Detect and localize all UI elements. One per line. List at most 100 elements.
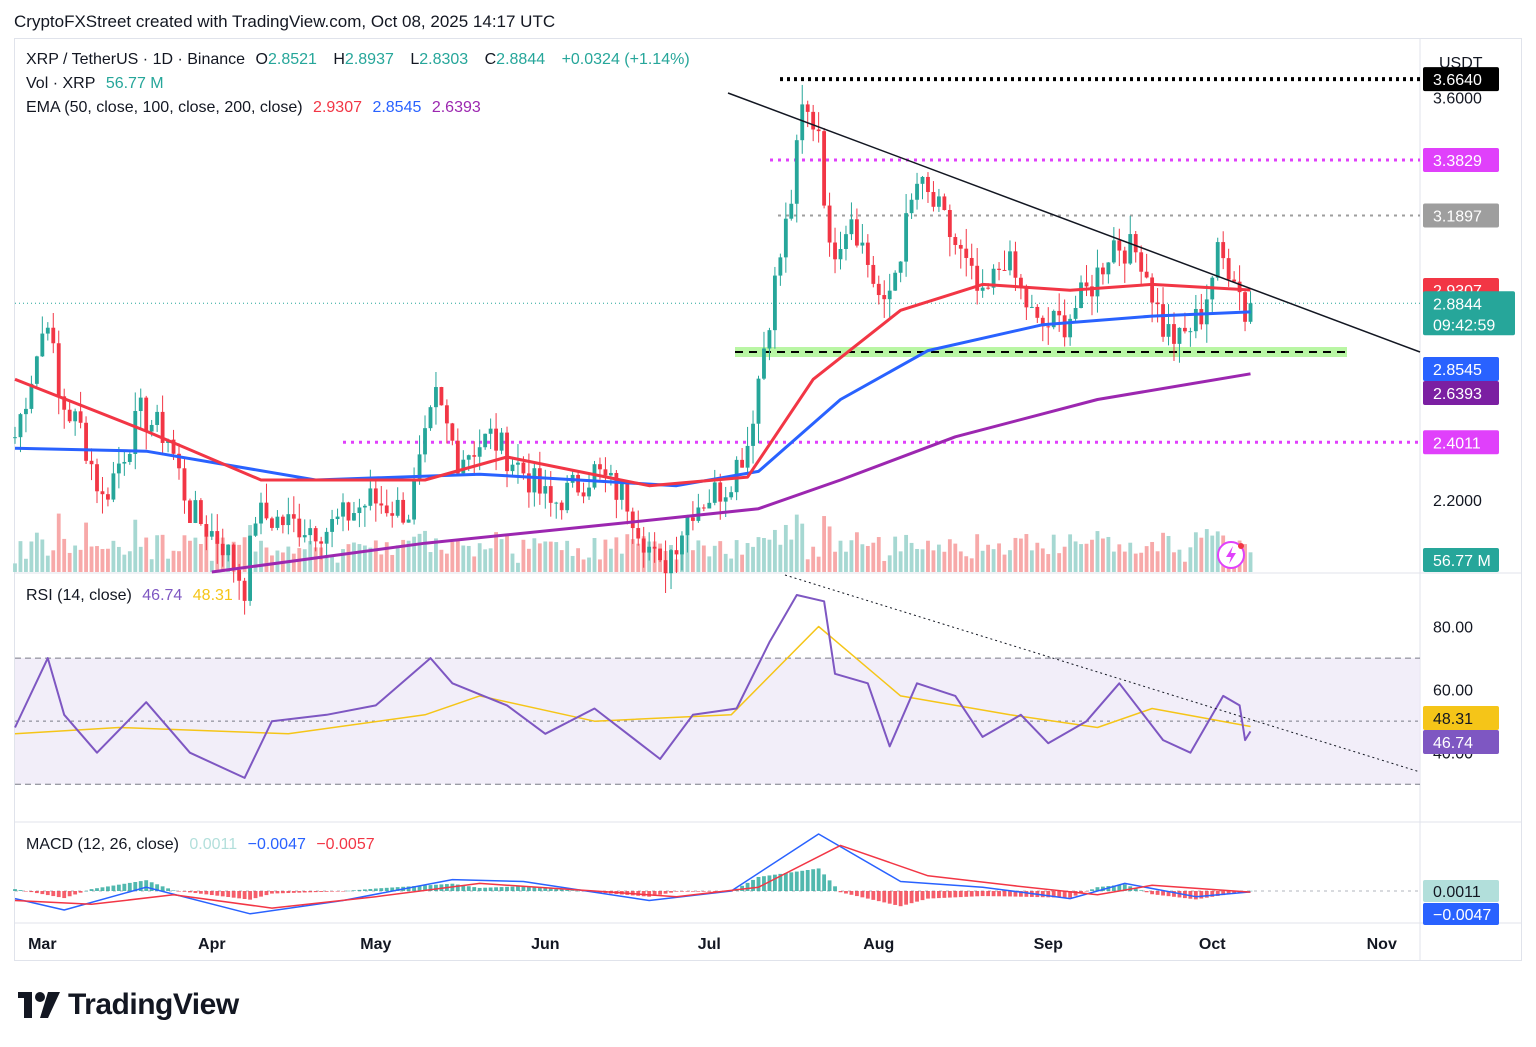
volume-bar [701,545,706,572]
volume-bar [756,537,761,572]
last-price-label: 2.8844 [1433,296,1482,313]
macd-hist-bar [1095,887,1100,891]
macd-hist-bar [100,887,105,891]
rsi-label-bg [1423,730,1499,754]
volume-bar [149,559,154,572]
month-tick: May [360,936,391,953]
volume-bar [78,549,83,572]
macd-hist-bar [149,882,154,891]
candle-body [789,203,794,219]
volume-bar [565,540,570,572]
macd-hist-bar [1111,885,1116,891]
macd-hist-bar [641,891,646,897]
volume-bar [827,526,832,572]
macd-hist-bar [259,891,263,897]
volume-bar [160,534,165,572]
macd-hist-bar [406,886,411,891]
volume-bar [729,558,734,572]
candle-body [1232,279,1237,282]
candle-body [701,507,706,509]
volume-bar [833,551,837,572]
candle-body [1019,277,1023,287]
rsi-label: 46.74 [1433,735,1473,752]
legend-rsi-label: RSI (14, close) [26,587,132,604]
volume-bar [362,545,367,572]
volume-bar [84,522,88,572]
candle-body [652,546,657,549]
macd-hist-bar [116,884,121,891]
macd-hist-bar [663,891,668,894]
macd-hist-bar [237,891,242,899]
macd-hist-bar [198,891,203,894]
candle-body [510,464,515,472]
volume-bar [62,538,67,572]
candle-body [543,486,548,494]
candle-body [871,264,876,284]
candle-body [499,432,504,451]
legend-macd-value: −0.0047 [247,836,306,853]
candle-body [1095,267,1100,297]
candle-body [204,524,209,537]
macd-hist-bar [1046,891,1051,898]
macd-hist-bar [466,886,471,891]
volume-bar [330,555,334,572]
macd-hist-bar [483,887,488,891]
candle-body [226,544,231,556]
macd-hist-bar [576,890,581,892]
trendline-layer [727,92,1421,353]
candle-body [1040,317,1045,327]
volume-bar [67,552,72,572]
volume-bar [127,551,132,572]
volume-bar [521,539,526,572]
volume-bar [570,555,575,572]
candle-body [1150,277,1155,303]
macd-hist-bar [647,891,652,897]
macd-hist-bar [29,891,34,893]
legend-macd-signal: −0.0057 [316,836,375,853]
candle-body [630,511,635,529]
candle-body [111,473,116,500]
macd-hist-bar [346,890,351,892]
candle-body [1215,242,1220,278]
macd-hist-bar [887,891,892,904]
macd-hist-bar [969,891,974,897]
macd-hist-bar [423,885,427,891]
candle-body [477,447,482,457]
volume-bar [559,550,564,572]
macd-hist-bar [78,891,83,893]
candle-body [270,518,274,528]
candle-body [707,502,712,509]
rsi-tick: 60.00 [1433,683,1473,700]
volume-bar [324,555,329,572]
volume-bar [592,538,597,572]
macd-hist-bar [368,888,373,891]
candle-body [838,249,843,260]
legend-volume-label: Vol · XRP [26,75,96,92]
volume-bar [24,558,28,572]
candle-body [526,473,531,493]
tradingview-logo[interactable]: TradingView [18,988,239,1022]
volume-bar [718,541,723,572]
macd-hist-bar [871,891,876,900]
legend-rsi-value: 46.74 [142,587,183,604]
candle-body [1057,310,1062,316]
macd-hist-bar [319,891,324,892]
volume-bar [155,535,160,572]
volume-bar [980,550,985,572]
price-label-bg [1423,357,1499,381]
chart-header: CryptoFXStreet created with TradingView.… [14,12,556,31]
tradingview-logo-text: TradingView [68,988,239,1021]
volume-bar [1161,532,1165,572]
macd-hist-bar [264,891,269,896]
volume-bar [822,516,827,572]
macd-hist-bar [13,889,17,891]
volume-bar [942,551,947,572]
macd-hist-bar [565,889,570,891]
macd-hist-bar [898,891,903,907]
volume-bar [876,537,881,572]
legend-macd-hist: 0.0011 [189,836,238,853]
price-label-bg [1423,147,1499,172]
volume-bar [1122,551,1127,572]
macd-hist-bar [964,891,969,897]
